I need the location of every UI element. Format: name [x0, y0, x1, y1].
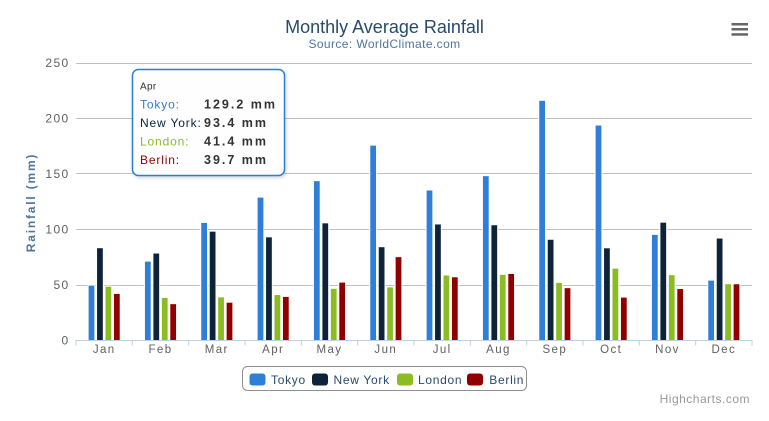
svg-text:Mar: Mar: [205, 344, 229, 356]
svg-text:150: 150: [45, 167, 69, 181]
svg-text:200: 200: [45, 112, 69, 126]
svg-text:Source: WorldClimate.com: Source: WorldClimate.com: [308, 37, 460, 51]
svg-text:50: 50: [53, 278, 69, 292]
svg-text:41.4 mm: 41.4 mm: [204, 135, 268, 149]
svg-text:New York: New York: [334, 373, 391, 387]
svg-text:Rainfall (mm): Rainfall (mm): [24, 153, 38, 252]
svg-text:New York:: New York:: [140, 116, 202, 130]
svg-text:Berlin:: Berlin:: [140, 153, 180, 167]
svg-text:Monthly Average Rainfall: Monthly Average Rainfall: [285, 17, 484, 37]
svg-text:Apr: Apr: [140, 82, 157, 93]
svg-text:Sep: Sep: [542, 344, 567, 356]
svg-text:Oct: Oct: [600, 344, 622, 356]
svg-text:100: 100: [45, 223, 69, 237]
svg-text:Tokyo: Tokyo: [271, 373, 306, 387]
svg-text:May: May: [317, 344, 343, 356]
svg-text:Jul: Jul: [433, 344, 452, 356]
svg-text:Feb: Feb: [148, 344, 172, 356]
svg-text:129.2 mm: 129.2 mm: [204, 98, 277, 112]
svg-text:250: 250: [45, 56, 69, 70]
svg-text:93.4 mm: 93.4 mm: [204, 116, 268, 130]
svg-text:Jun: Jun: [374, 344, 397, 356]
svg-text:Apr: Apr: [262, 344, 284, 356]
svg-text:Highcharts.com: Highcharts.com: [660, 392, 750, 406]
svg-text:London:: London:: [140, 135, 189, 149]
svg-text:39.7 mm: 39.7 mm: [204, 153, 268, 167]
svg-text:0: 0: [61, 334, 69, 348]
svg-text:Dec: Dec: [711, 344, 736, 356]
svg-text:Tokyo:: Tokyo:: [140, 98, 180, 112]
svg-text:London: London: [418, 373, 462, 387]
svg-text:Berlin: Berlin: [489, 373, 524, 387]
svg-text:Nov: Nov: [655, 344, 680, 356]
svg-text:Jan: Jan: [93, 344, 116, 356]
svg-text:Aug: Aug: [486, 344, 511, 356]
